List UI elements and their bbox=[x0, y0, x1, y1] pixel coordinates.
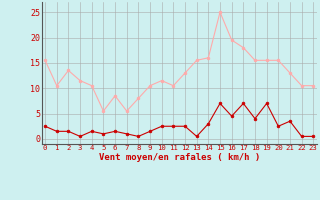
X-axis label: Vent moyen/en rafales ( km/h ): Vent moyen/en rafales ( km/h ) bbox=[99, 153, 260, 162]
